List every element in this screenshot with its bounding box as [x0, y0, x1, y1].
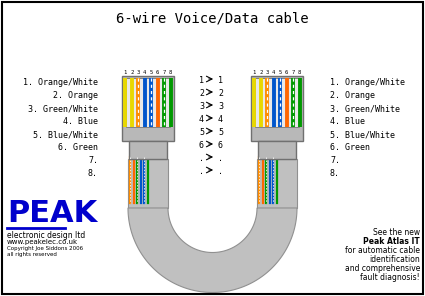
Text: 3: 3 [266, 70, 269, 75]
Text: 1. Orange/White: 1. Orange/White [330, 78, 405, 87]
Text: 6. Green: 6. Green [58, 143, 98, 152]
Text: .: . [218, 167, 223, 176]
Bar [128, 159, 168, 208]
Text: 2: 2 [218, 89, 223, 98]
Text: 5: 5 [199, 128, 204, 137]
Text: 2. Orange: 2. Orange [330, 91, 375, 100]
Text: 4. Blue: 4. Blue [330, 117, 365, 126]
Text: www.peakelec.co.uk: www.peakelec.co.uk [7, 239, 78, 245]
Text: 5. Blue/White: 5. Blue/White [33, 130, 98, 139]
Text: 4: 4 [199, 115, 204, 124]
Text: Copyright Joe Siddons 2006: Copyright Joe Siddons 2006 [7, 246, 83, 251]
Text: 7: 7 [163, 70, 166, 75]
Text: 6: 6 [199, 141, 204, 150]
Text: .: . [199, 167, 204, 176]
Text: 1: 1 [252, 70, 256, 75]
Text: 5: 5 [218, 128, 223, 137]
Bar [251, 76, 303, 141]
Text: .: . [218, 154, 223, 163]
Text: 6: 6 [285, 70, 289, 75]
Bar [129, 141, 167, 159]
Text: 8: 8 [298, 70, 301, 75]
Text: 1: 1 [218, 76, 223, 85]
Text: Peak Atlas IT: Peak Atlas IT [363, 237, 420, 246]
Text: 8.: 8. [88, 169, 98, 178]
Text: electronic design ltd: electronic design ltd [7, 231, 85, 240]
Text: 5: 5 [150, 70, 153, 75]
Text: 3: 3 [199, 102, 204, 111]
Text: 1: 1 [199, 76, 204, 85]
Text: 6. Green: 6. Green [330, 143, 370, 152]
Text: 6: 6 [218, 141, 223, 150]
Text: 1. Orange/White: 1. Orange/White [23, 78, 98, 87]
Text: 5: 5 [279, 70, 282, 75]
Text: identification: identification [369, 255, 420, 264]
Text: 5. Blue/White: 5. Blue/White [330, 130, 395, 139]
Text: 6-wire Voice/Data cable: 6-wire Voice/Data cable [116, 11, 308, 25]
Text: for automatic cable: for automatic cable [345, 246, 420, 255]
Bar [257, 159, 297, 208]
Text: 3: 3 [136, 70, 140, 75]
Polygon shape [128, 208, 297, 292]
Text: 6: 6 [156, 70, 159, 75]
Text: 2: 2 [259, 70, 262, 75]
Text: PEAK: PEAK [7, 199, 97, 228]
Text: 2: 2 [199, 89, 204, 98]
Text: 4: 4 [143, 70, 146, 75]
Bar [258, 141, 296, 159]
Text: 8: 8 [169, 70, 173, 75]
Text: 4: 4 [218, 115, 223, 124]
Text: 7.: 7. [88, 156, 98, 165]
Bar [122, 76, 174, 141]
Bar [126, 78, 170, 127]
Text: See the new: See the new [373, 228, 420, 237]
Text: 4. Blue: 4. Blue [63, 117, 98, 126]
Text: 2. Orange: 2. Orange [53, 91, 98, 100]
Text: 3. Green/White: 3. Green/White [28, 104, 98, 113]
Text: 8.: 8. [330, 169, 340, 178]
Text: all rights reserved: all rights reserved [7, 252, 57, 257]
Text: 3: 3 [218, 102, 223, 111]
Text: .: . [199, 154, 204, 163]
Text: and comprehensive: and comprehensive [345, 264, 420, 273]
Text: fault diagnosis!: fault diagnosis! [360, 273, 420, 282]
Text: 4: 4 [272, 70, 275, 75]
Bar [255, 78, 299, 127]
Text: 3. Green/White: 3. Green/White [330, 104, 400, 113]
Text: 7.: 7. [330, 156, 340, 165]
Text: 2: 2 [130, 70, 133, 75]
Text: 1: 1 [124, 70, 127, 75]
Text: 7: 7 [292, 70, 295, 75]
